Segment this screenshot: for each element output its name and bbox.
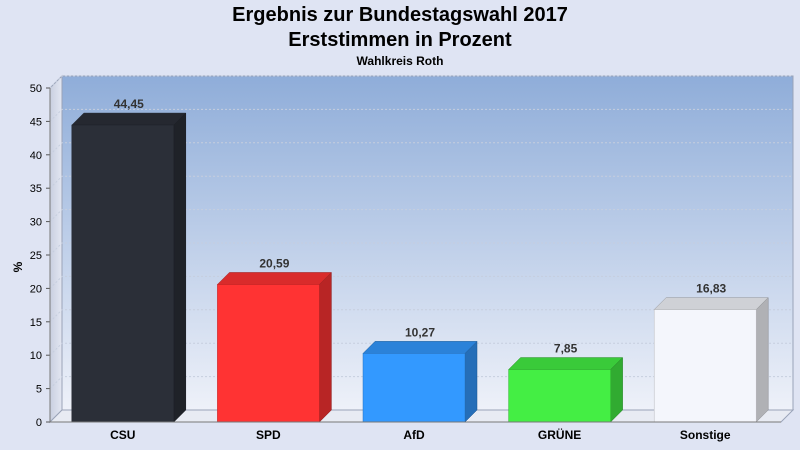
bar-csu bbox=[71, 112, 187, 423]
bar-value-label: 20,59 bbox=[259, 256, 289, 270]
bar-top bbox=[216, 272, 333, 285]
y-tick-label: 50 bbox=[30, 83, 42, 95]
gridline bbox=[49, 309, 793, 323]
bar-top bbox=[362, 341, 478, 354]
gridline bbox=[49, 209, 793, 222]
y-tick-label: 30 bbox=[30, 217, 42, 229]
bar-value-label: 7,85 bbox=[554, 342, 578, 356]
bar-value-label: 10,27 bbox=[405, 325, 435, 339]
gridline bbox=[49, 242, 793, 256]
y-axis-label: % bbox=[11, 261, 25, 272]
x-category-label: SPD bbox=[256, 428, 281, 442]
gridline bbox=[49, 108, 793, 122]
y-tick-label: 0 bbox=[36, 417, 42, 429]
chart-subtitle: Erststimmen in Prozent bbox=[288, 29, 512, 51]
gridline bbox=[49, 175, 793, 189]
x-category-label: Sonstige bbox=[680, 428, 731, 442]
bar-value-label: 44,45 bbox=[114, 97, 144, 111]
y-tick-label: 45 bbox=[30, 116, 42, 128]
gridline bbox=[49, 75, 793, 89]
bar-side bbox=[464, 340, 478, 423]
bar-top bbox=[71, 112, 187, 126]
bar-side bbox=[173, 112, 187, 423]
bar-front bbox=[71, 124, 175, 423]
bar-front bbox=[653, 309, 757, 423]
y-tick-label: 15 bbox=[30, 317, 42, 329]
bar-top bbox=[507, 357, 624, 370]
x-category-label: GRÜNE bbox=[538, 427, 581, 442]
x-category-label: CSU bbox=[110, 428, 135, 442]
gridline bbox=[49, 342, 793, 356]
gridline bbox=[49, 142, 793, 156]
bar-spd bbox=[216, 271, 333, 423]
bar-top bbox=[653, 297, 769, 310]
y-tick-label: 10 bbox=[30, 350, 42, 362]
bar-side bbox=[319, 271, 332, 423]
x-category-label: AfD bbox=[403, 428, 425, 442]
bar-front bbox=[362, 353, 466, 423]
bar-afd bbox=[362, 340, 478, 423]
y-tick-label: 5 bbox=[36, 384, 42, 396]
bar-grüne bbox=[507, 356, 624, 423]
y-tick-label: 20 bbox=[30, 283, 42, 295]
y-tick-label: 25 bbox=[30, 250, 42, 262]
y-tick-label: 35 bbox=[30, 183, 42, 195]
bar-sonstige bbox=[653, 296, 769, 423]
y-tick-label: 40 bbox=[30, 150, 42, 162]
bar-value-label: 16,83 bbox=[696, 282, 726, 296]
chart-subtitle-district: Wahlkreis Roth bbox=[356, 54, 444, 68]
chart-title: Ergebnis zur Bundestagswahl 2017 bbox=[232, 4, 568, 26]
bar-front bbox=[217, 284, 320, 423]
gridline bbox=[49, 275, 793, 289]
bar-front bbox=[508, 369, 611, 423]
bar-side bbox=[755, 296, 769, 423]
